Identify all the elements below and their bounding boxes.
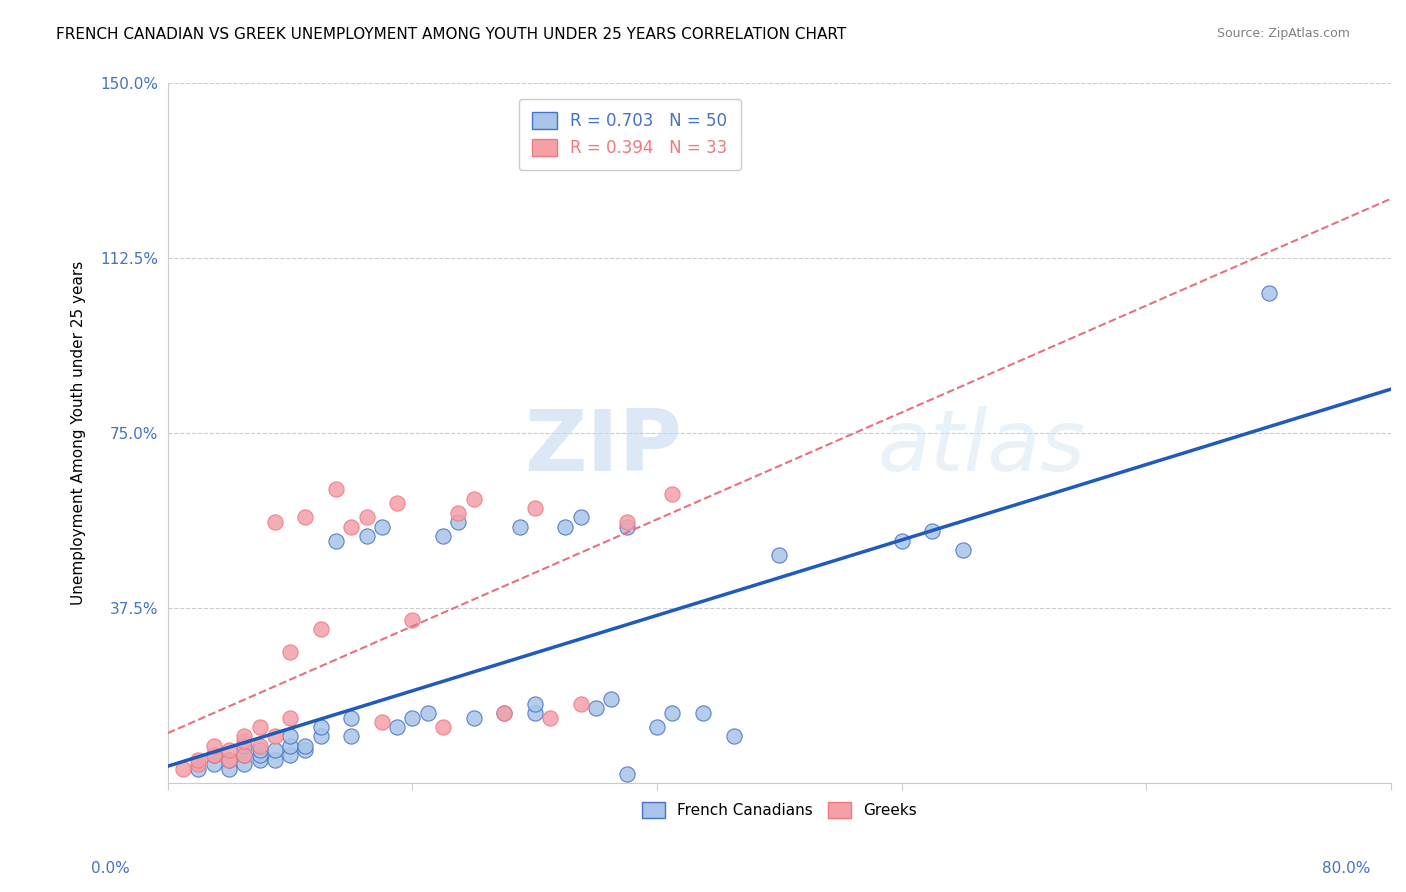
Point xyxy=(494,706,516,720)
Point xyxy=(600,692,623,706)
Text: 0.0%: 0.0% xyxy=(91,861,131,876)
Point xyxy=(325,533,347,548)
Point xyxy=(294,743,316,757)
Point xyxy=(325,482,347,496)
Point xyxy=(233,747,256,762)
Point xyxy=(309,730,332,744)
Point xyxy=(294,739,316,753)
Point xyxy=(218,762,240,776)
Point xyxy=(463,711,485,725)
Point xyxy=(278,730,301,744)
Point xyxy=(432,529,454,543)
Point xyxy=(172,762,194,776)
Point xyxy=(264,730,287,744)
Text: atlas: atlas xyxy=(877,406,1085,489)
Point xyxy=(202,757,225,772)
Point xyxy=(385,496,408,510)
Point xyxy=(202,739,225,753)
Legend: French Canadians, Greeks: French Canadians, Greeks xyxy=(636,797,924,824)
Point xyxy=(264,743,287,757)
Point xyxy=(233,757,256,772)
Point xyxy=(249,753,271,767)
Y-axis label: Unemployment Among Youth under 25 years: Unemployment Among Youth under 25 years xyxy=(72,261,86,606)
Point xyxy=(538,711,561,725)
Point xyxy=(278,747,301,762)
Point xyxy=(202,747,225,762)
Text: ZIP: ZIP xyxy=(524,406,682,489)
Point xyxy=(952,542,974,557)
Point xyxy=(890,533,912,548)
Point xyxy=(278,711,301,725)
Point xyxy=(187,757,209,772)
Point xyxy=(645,720,668,734)
Point xyxy=(385,720,408,734)
Point xyxy=(309,720,332,734)
Point xyxy=(616,766,638,780)
Point xyxy=(187,753,209,767)
Point xyxy=(278,645,301,659)
Point xyxy=(249,743,271,757)
Point xyxy=(202,747,225,762)
Point xyxy=(264,515,287,529)
Point xyxy=(508,519,530,533)
Point xyxy=(921,524,943,538)
Point xyxy=(233,730,256,744)
Point xyxy=(249,720,271,734)
Point xyxy=(249,739,271,753)
Point xyxy=(463,491,485,506)
Text: FRENCH CANADIAN VS GREEK UNEMPLOYMENT AMONG YOUTH UNDER 25 YEARS CORRELATION CHA: FRENCH CANADIAN VS GREEK UNEMPLOYMENT AM… xyxy=(56,27,846,42)
Point xyxy=(249,747,271,762)
Point xyxy=(233,739,256,753)
Point xyxy=(356,510,378,524)
Text: Source: ZipAtlas.com: Source: ZipAtlas.com xyxy=(1216,27,1350,40)
Point xyxy=(692,706,714,720)
Point xyxy=(447,506,470,520)
Point xyxy=(278,739,301,753)
Point xyxy=(661,487,683,501)
Point xyxy=(233,747,256,762)
Point xyxy=(768,548,790,562)
Point xyxy=(1257,286,1279,301)
Point xyxy=(340,711,363,725)
Point xyxy=(218,753,240,767)
Point xyxy=(340,730,363,744)
Point xyxy=(294,510,316,524)
Point xyxy=(616,515,638,529)
Point xyxy=(432,720,454,734)
Point xyxy=(187,762,209,776)
Point xyxy=(340,519,363,533)
Point xyxy=(371,519,394,533)
Point xyxy=(309,622,332,636)
Point xyxy=(401,613,423,627)
Point xyxy=(616,519,638,533)
Point xyxy=(494,706,516,720)
Point xyxy=(447,515,470,529)
Point xyxy=(416,706,439,720)
Point xyxy=(554,519,576,533)
Point xyxy=(371,715,394,730)
Point xyxy=(218,753,240,767)
Point xyxy=(585,701,607,715)
Point xyxy=(233,734,256,748)
Point xyxy=(569,510,592,524)
Text: 80.0%: 80.0% xyxy=(1323,861,1371,876)
Point xyxy=(401,711,423,725)
Point xyxy=(523,500,546,515)
Point xyxy=(356,529,378,543)
Point xyxy=(661,706,683,720)
Point xyxy=(523,697,546,711)
Point xyxy=(218,743,240,757)
Point xyxy=(569,697,592,711)
Point xyxy=(264,753,287,767)
Point xyxy=(523,706,546,720)
Point xyxy=(723,730,745,744)
